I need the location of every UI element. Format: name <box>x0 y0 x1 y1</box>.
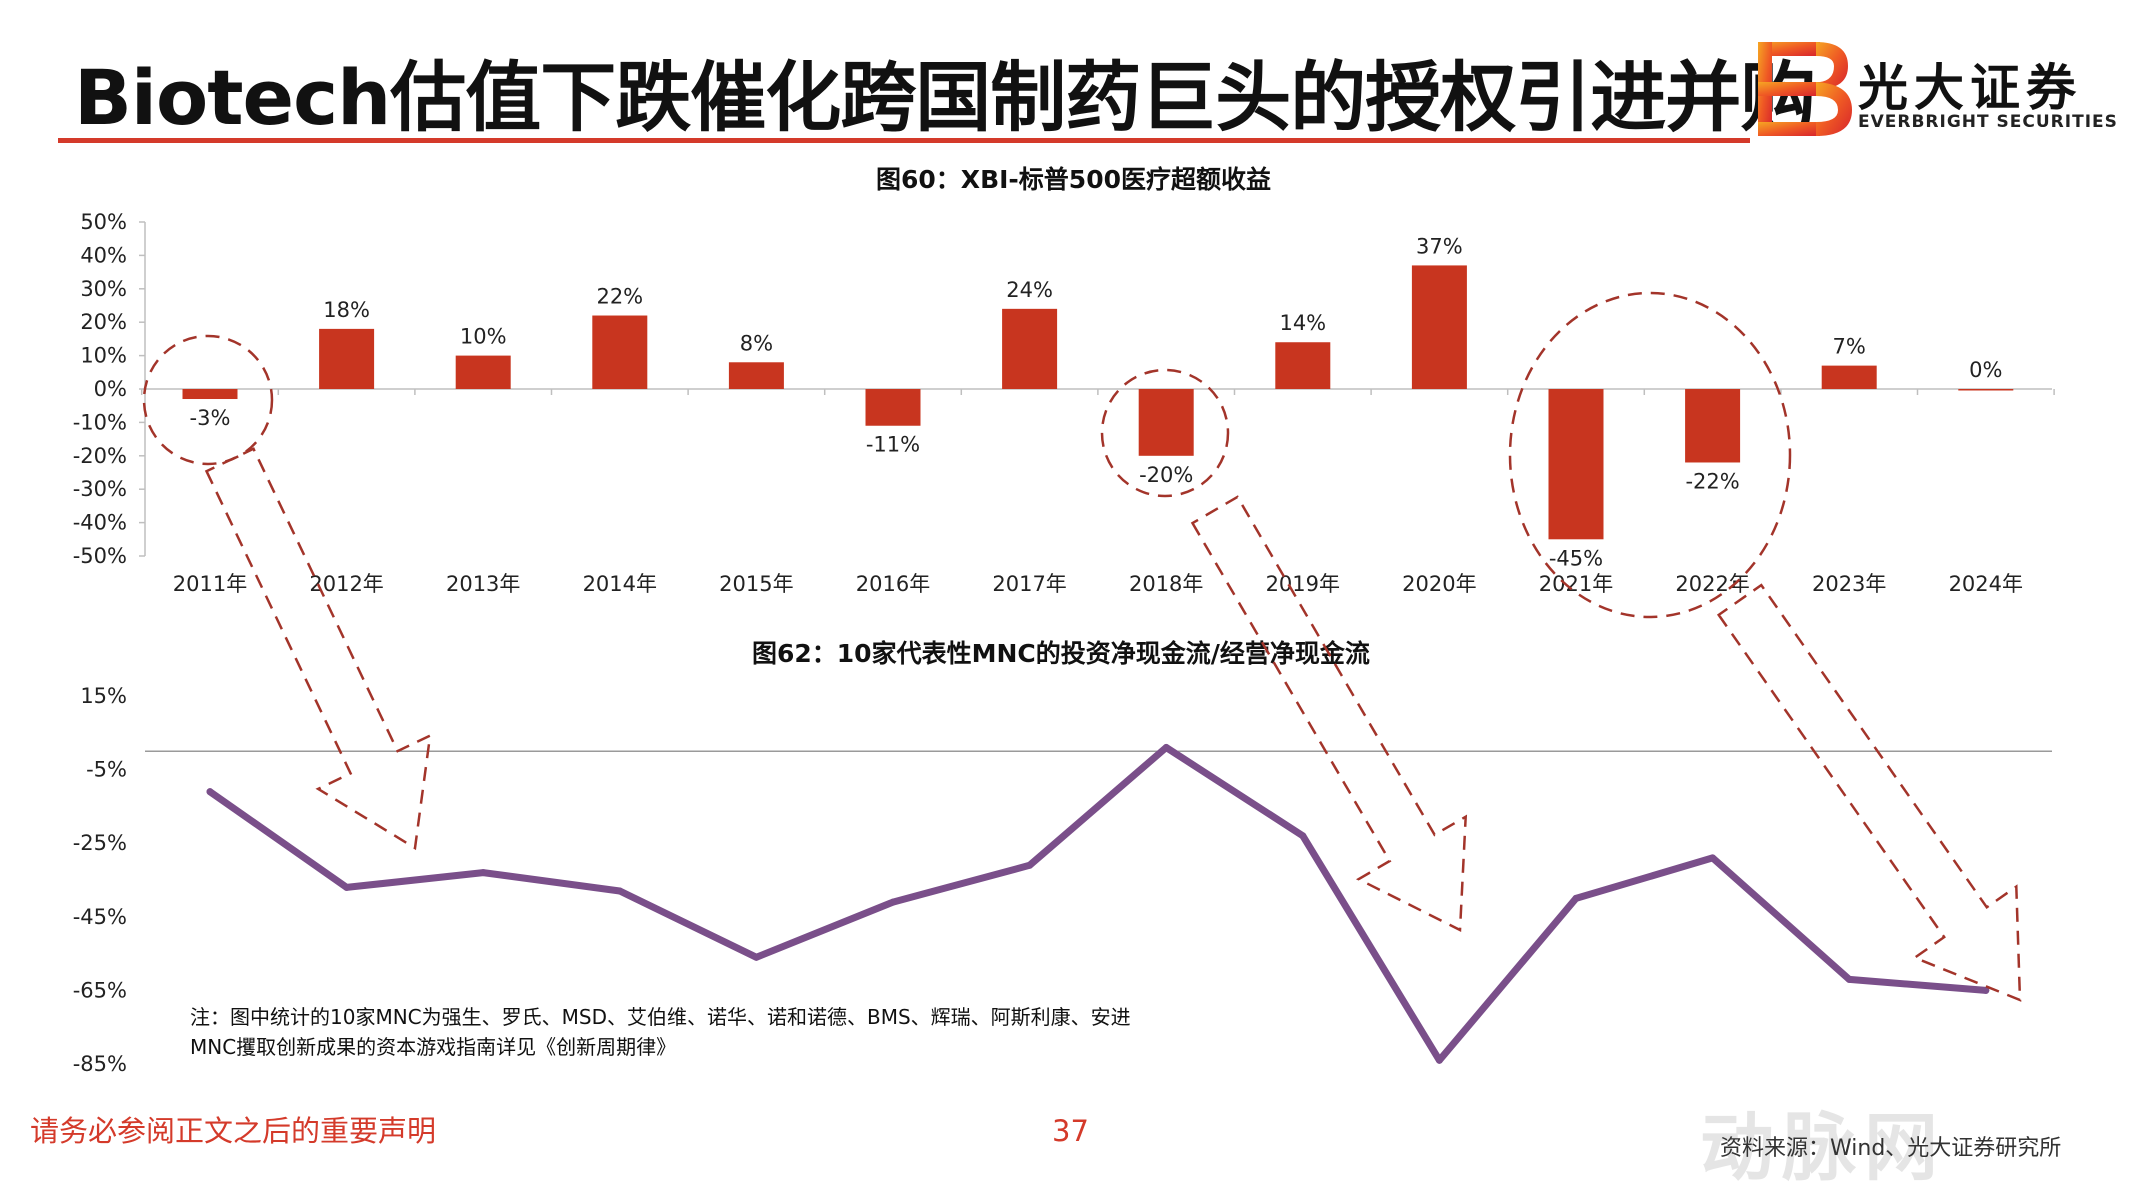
line-point-2012年 <box>343 883 351 891</box>
bar-2018年 <box>1138 389 1194 456</box>
highlight-circle-2018 <box>1100 368 1230 498</box>
bar-2023年 <box>1821 365 1877 389</box>
page-title: Biotech估值下跌催化跨国制药巨头的授权引进并购 <box>74 53 1816 142</box>
line-chart-title: 图62：10家代表性MNC的投资净现金流/经营净现金流 <box>752 639 1370 668</box>
arrow-2018-to-2020 <box>1190 495 1468 932</box>
line-point-2023年 <box>1845 975 1853 983</box>
bar-x-tick-label: 2024年 <box>1949 572 2023 596</box>
bar-data-label: 0% <box>1969 358 2002 382</box>
line-point-2016年 <box>889 898 897 906</box>
bar-x-tick-label: 2023年 <box>1812 572 1886 596</box>
bar-data-label: 8% <box>740 331 773 355</box>
bar-data-label: 24% <box>1006 278 1053 302</box>
line-point-2014年 <box>616 887 624 895</box>
bar-y-tick-label: 40% <box>80 243 127 267</box>
bar-y-tick-label: -20% <box>73 444 127 468</box>
bar-x-tick-label: 2014年 <box>583 572 657 596</box>
brand-subtitle: EVERBRIGHT SECURITIES <box>1858 112 2118 132</box>
brand-logo: 光大证券 EVERBRIGHT SECURITIES <box>1754 40 2117 140</box>
highlight-circle-2011 <box>142 334 274 466</box>
line-point-2011年 <box>206 788 214 796</box>
line-y-tick-label: -45% <box>73 905 127 929</box>
bar-2021年 <box>1548 389 1604 540</box>
bar-y-tick-label: -10% <box>73 410 127 434</box>
line-point-2019年 <box>1299 832 1307 840</box>
bar-y-tick-label: 0% <box>94 377 127 401</box>
bar-2017年 <box>1002 308 1058 389</box>
bar-2022年 <box>1685 389 1741 463</box>
arrow-2011-to-2012 <box>204 447 432 851</box>
line-point-2020年 <box>1435 1056 1443 1064</box>
bar-2024年 <box>1958 389 2014 391</box>
title-underline <box>58 138 1750 143</box>
line-y-tick-label: -25% <box>73 831 127 855</box>
line-y-tick-label: -65% <box>73 978 127 1002</box>
bar-data-label: 7% <box>1833 335 1866 359</box>
bar-data-label: 37% <box>1416 234 1463 258</box>
bar-2020年 <box>1411 265 1467 389</box>
bar-x-tick-label: 2018年 <box>1129 572 1203 596</box>
line-point-2018年 <box>1162 744 1170 752</box>
note-line-2: MNC攫取创新成果的资本游戏指南详见《创新周期律》 <box>190 1035 677 1059</box>
bar-data-label: 10% <box>460 325 507 349</box>
source-note: 资料来源：Wind、光大证券研究所 <box>1720 1136 2062 1161</box>
bar-x-tick-label: 2017年 <box>992 572 1066 596</box>
line-y-tick-label: -85% <box>73 1052 127 1076</box>
bar-y-tick-label: 20% <box>80 310 127 334</box>
line-y-tick-label: -5% <box>86 758 127 782</box>
bar-x-tick-label: 2013年 <box>446 572 520 596</box>
line-point-2022年 <box>1709 854 1717 862</box>
bar-data-label: -3% <box>190 406 231 430</box>
bar-data-label: -20% <box>1139 463 1193 487</box>
line-point-2017年 <box>1026 861 1034 869</box>
arrow-2022-to-2024 <box>1716 583 2022 1002</box>
bar-y-tick-label: 30% <box>80 277 127 301</box>
bar-x-tick-label: 2011年 <box>173 572 247 596</box>
bar-y-tick-label: -40% <box>73 511 127 535</box>
bar-x-tick-label: 2022年 <box>1675 572 1749 596</box>
bar-y-tick-label: 10% <box>80 344 127 368</box>
bar-x-tick-label: 2021年 <box>1539 572 1613 596</box>
bar-2014年 <box>592 315 648 389</box>
line-point-2024年 <box>1982 986 1990 994</box>
line-series <box>206 744 1990 1064</box>
chart-note: 注：图中统计的10家MNC为强生、罗氏、MSD、艾伯维、诺华、诺和诺德、BMS、… <box>190 1002 1340 1062</box>
bar-x-tick-label: 2020年 <box>1402 572 1476 596</box>
watermark: 动脉网 <box>1700 1105 1946 1191</box>
bar-data-label: 18% <box>323 298 370 322</box>
bar-x-tick-label: 2015年 <box>719 572 793 596</box>
bar-2011年 <box>182 389 238 400</box>
line-y-tick-label: 15% <box>80 684 127 708</box>
bar-data-label: -11% <box>866 433 920 457</box>
line-point-2021年 <box>1572 894 1580 902</box>
note-line-1: 注：图中统计的10家MNC为强生、罗氏、MSD、艾伯维、诺华、诺和诺德、BMS、… <box>190 1005 1131 1029</box>
bar-y-tick-label: -30% <box>73 477 127 501</box>
everbright-logo-icon <box>1758 42 1852 136</box>
bar-x-tick-label: 2016年 <box>856 572 930 596</box>
bar-x-tick-label: 2012年 <box>309 572 383 596</box>
bar-data-label: 14% <box>1279 311 1326 335</box>
bar-2012年 <box>319 328 375 389</box>
bar-2013年 <box>455 355 511 389</box>
page-number: 37 <box>1052 1114 1089 1148</box>
bar-2019年 <box>1275 342 1331 389</box>
bar-2016年 <box>865 389 921 426</box>
bar-y-tick-label: 50% <box>80 210 127 234</box>
line-point-2013年 <box>479 869 487 877</box>
bar-x-tick-label: 2019年 <box>1266 572 1340 596</box>
bar-data-label: -22% <box>1685 469 1739 493</box>
highlight-circle-2021-2022 <box>1508 291 1792 619</box>
line-point-2015年 <box>752 953 760 961</box>
bar-data-label: -45% <box>1549 546 1603 570</box>
disclaimer-link[interactable]: 请务必参阅正文之后的重要声明 <box>30 1114 437 1148</box>
bar-chart-title: 图60：XBI-标普500医疗超额收益 <box>876 165 1271 194</box>
bar-y-tick-label: -50% <box>73 544 127 568</box>
bar-data-label: 22% <box>596 285 643 309</box>
bar-2015年 <box>728 362 784 389</box>
brand-name: 光大证券 <box>1858 59 2082 117</box>
